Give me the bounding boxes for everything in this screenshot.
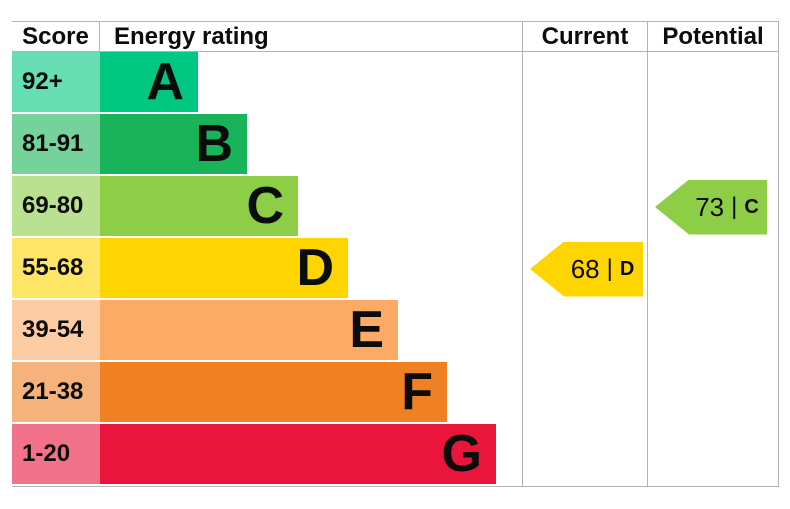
- band-score-range: 81-91: [12, 114, 100, 174]
- band-bar: B: [100, 114, 247, 174]
- potential-column-divider: [647, 52, 648, 486]
- current-score-value: 68: [570, 253, 600, 284]
- band-bar: F: [100, 362, 447, 422]
- band-bar: A: [100, 52, 198, 112]
- band-bar: C: [100, 176, 298, 236]
- band-row-b: 81-91 B: [12, 114, 778, 174]
- band-letter: B: [195, 115, 233, 173]
- current-separator: |: [606, 255, 613, 282]
- band-row-g: 1-20 G: [12, 424, 778, 484]
- band-letter: F: [401, 363, 433, 421]
- current-rating-letter: D: [619, 257, 635, 280]
- band-score-range: 39-54: [12, 300, 100, 360]
- band-letter: E: [349, 301, 384, 359]
- band-letter: G: [441, 425, 482, 483]
- header-score: Score: [12, 22, 100, 51]
- band-score-range: 92+: [12, 52, 100, 112]
- band-score-range: 69-80: [12, 176, 100, 236]
- band-row-f: 21-38 F: [12, 362, 778, 422]
- potential-separator: |: [731, 193, 738, 220]
- band-bar: E: [100, 300, 398, 360]
- header-current: Current: [522, 22, 647, 51]
- band-bar: D: [100, 238, 348, 298]
- band-bar: G: [100, 424, 496, 484]
- header-energy-rating: Energy rating: [114, 23, 269, 50]
- band-row-e: 39-54 E: [12, 300, 778, 360]
- potential-rating-letter: C: [744, 195, 759, 218]
- bands-area: 68 | D 73 | C 92+ A 81-91 B 69-80 C 55-6…: [12, 52, 778, 486]
- band-score-range: 21-38: [12, 362, 100, 422]
- band-letter: D: [296, 239, 334, 297]
- band-row-d: 55-68 D: [12, 238, 778, 298]
- band-row-a: 92+ A: [12, 52, 778, 112]
- band-row-c: 69-80 C: [12, 176, 778, 236]
- band-letter: C: [246, 177, 284, 235]
- band-letter: A: [146, 53, 184, 111]
- table-header: Score Energy rating Current Potential: [12, 22, 778, 52]
- potential-score-value: 73: [695, 191, 725, 222]
- current-column-divider: [522, 52, 523, 486]
- epc-rating-chart: Score Energy rating Current Potential 68…: [12, 21, 779, 487]
- band-score-range: 1-20: [12, 424, 100, 484]
- band-score-range: 55-68: [12, 238, 100, 298]
- header-potential: Potential: [647, 22, 778, 51]
